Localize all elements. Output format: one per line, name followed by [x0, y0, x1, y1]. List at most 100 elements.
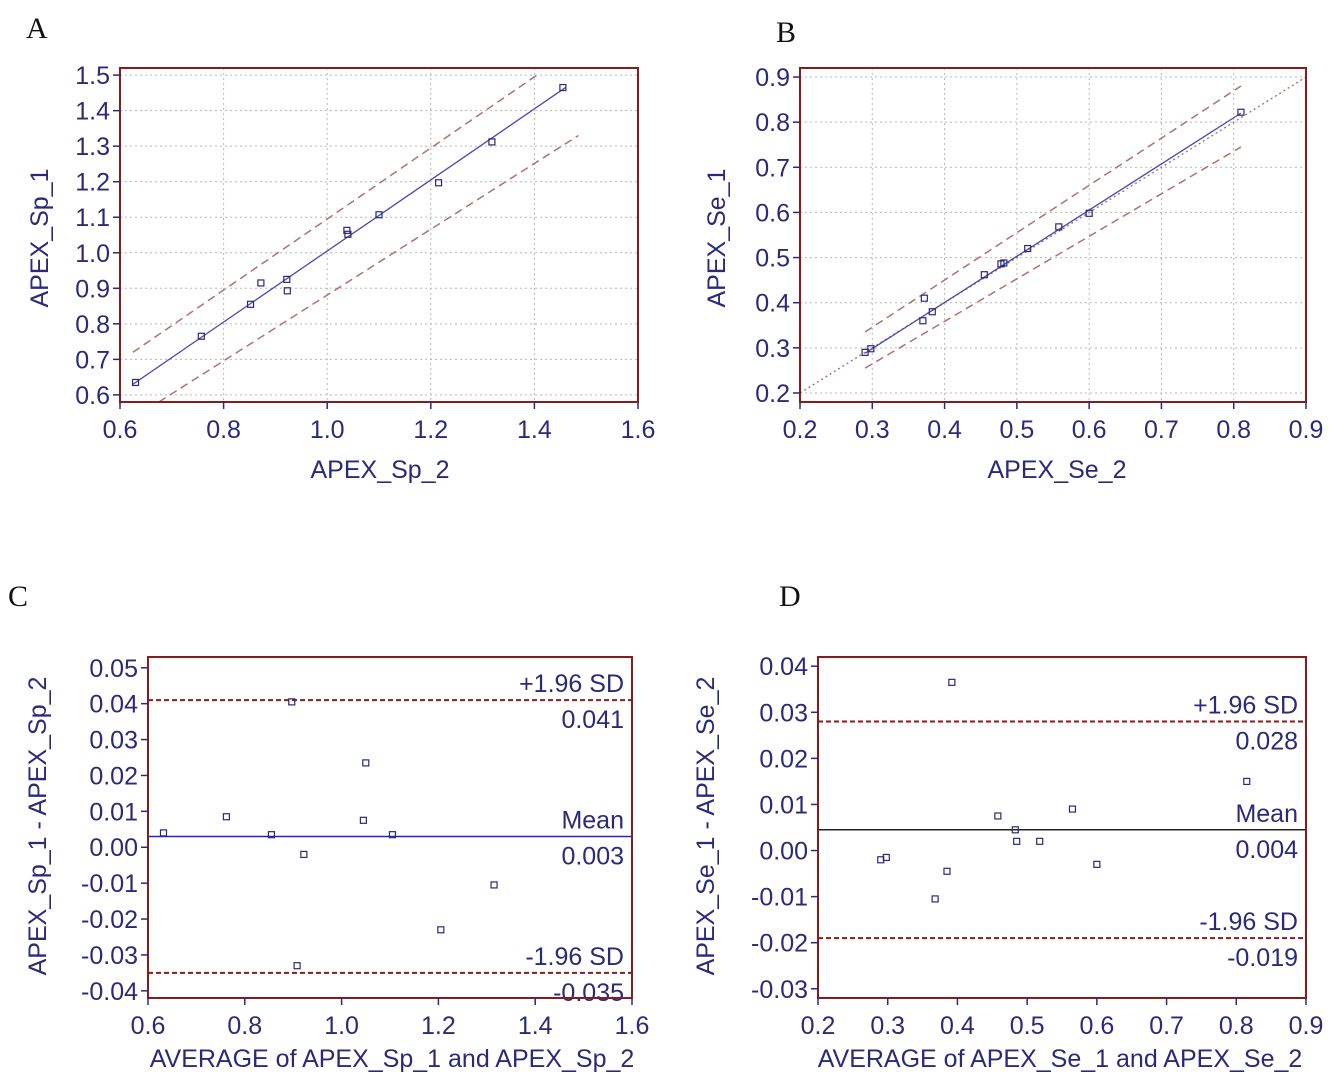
data-point: [920, 294, 928, 302]
data-point: [1024, 244, 1032, 253]
data-point: [283, 287, 291, 295]
data-point: [1085, 209, 1093, 217]
data-point: [559, 83, 567, 92]
upper-limit-value: 0.028: [1235, 728, 1298, 756]
lower-prediction-band: [158, 134, 579, 402]
lower-limit-label: -1.96 SD: [525, 943, 624, 971]
plot-lines: [818, 720, 1306, 940]
x-axis-title: AVERAGE of APEX_Se_1 and APEX_Se_2: [818, 1045, 1303, 1073]
y-tick-label: 0.9: [755, 64, 790, 92]
x-tick-label: 1.0: [324, 1012, 359, 1040]
y-tick-label: 0.05: [89, 655, 138, 683]
plot-lines: [132, 74, 579, 402]
x-tick-label: 0.8: [227, 1012, 262, 1040]
x-tick-label: 0.3: [870, 1012, 905, 1040]
plot-frame: [119, 67, 639, 403]
y-tick-label: 0.2: [755, 380, 790, 408]
x-tick-label: 0.8: [1219, 1012, 1254, 1040]
x-tick-label: 1.4: [518, 1012, 553, 1040]
y-tick-label: 0.02: [89, 762, 138, 790]
data-points: [861, 108, 1245, 356]
y-tick-label: 0.5: [755, 245, 790, 273]
y-tick-label: 0.04: [759, 653, 808, 681]
data-point: [882, 853, 890, 862]
mean-label: Mean: [561, 806, 624, 834]
data-point: [131, 378, 140, 387]
x-tick-label: 1.6: [621, 416, 656, 444]
plot-frame: [799, 67, 1307, 403]
data-point: [867, 345, 875, 353]
x-tick-label: 0.9: [1289, 416, 1324, 444]
plot-frame: [817, 656, 1307, 999]
y-tick-label: 0.6: [755, 199, 790, 227]
data-point: [197, 332, 205, 340]
y-tick-label: 0.7: [755, 154, 790, 182]
lower-limit-value: -0.019: [1227, 944, 1298, 972]
data-point: [1055, 223, 1063, 231]
regression-line: [132, 87, 566, 385]
data-point: [994, 812, 1002, 820]
y-axis-title: APEX_Se_1: [703, 169, 731, 308]
data-points: [877, 678, 1251, 903]
x-tick-label: 0.6: [1079, 1012, 1114, 1040]
y-axis-title: APEX_Sp_1 - APEX_Sp_2: [24, 677, 52, 976]
data-point: [222, 813, 231, 821]
data-points: [159, 698, 498, 970]
upper-limit-label: +1.96 SD: [1193, 692, 1298, 720]
data-point: [1036, 837, 1044, 845]
data-points: [131, 83, 567, 387]
y-tick-label: -0.03: [751, 976, 808, 1004]
data-point: [437, 926, 445, 934]
data-point: [488, 138, 496, 146]
data-point: [1237, 108, 1245, 116]
x-axis-title: AVERAGE of APEX_Sp_1 and APEX_Sp_2: [150, 1045, 635, 1073]
panel-letter: A: [26, 12, 48, 45]
data-point: [1093, 860, 1101, 868]
panel-letter: C: [8, 580, 28, 613]
x-tick-label: 1.2: [413, 416, 448, 444]
panel-b-scatter: B 0.2 0.3 0.4 0.5 0.6 0.7 0.8 0.9 0.2 0.3 0.4 0.5 0.6…: [703, 16, 1323, 484]
data-point: [288, 698, 296, 706]
lower-limit-label: -1.96 SD: [1199, 908, 1298, 936]
x-tick-label: 0.7: [1149, 1012, 1184, 1040]
y-tick-label: 0.02: [759, 745, 808, 773]
data-point: [928, 308, 936, 316]
data-point: [293, 962, 301, 970]
data-point: [919, 317, 927, 325]
panel-letter: D: [779, 580, 801, 613]
x-axis-title: APEX_Se_2: [988, 456, 1127, 484]
x-tick-label: 0.9: [1289, 1012, 1324, 1040]
data-point: [300, 850, 308, 859]
lower-prediction-band: [864, 146, 1242, 369]
y-tick-label: 0.04: [89, 691, 138, 719]
plot-lines: [800, 76, 1306, 394]
y-tick-label: 0.9: [75, 275, 110, 303]
x-tick-label: 1.4: [517, 416, 552, 444]
data-point: [257, 279, 265, 287]
x-tick-label: 0.8: [206, 416, 241, 444]
y-tick-label: -0.01: [81, 870, 138, 898]
x-tick-label: 0.8: [1216, 416, 1251, 444]
x-tick-label: 1.0: [310, 416, 345, 444]
x-tick-label: 0.2: [801, 1012, 836, 1040]
data-point: [375, 211, 383, 219]
upper-prediction-band: [132, 74, 538, 353]
x-tick-label: 0.6: [131, 1012, 166, 1040]
mean-value: 0.004: [1235, 836, 1298, 864]
data-point: [362, 759, 370, 767]
lower-limit-value: -0.035: [553, 979, 624, 1007]
data-point: [1068, 805, 1077, 813]
x-tick-label: 1.6: [615, 1012, 650, 1040]
panel-letter: B: [776, 16, 796, 49]
data-point: [948, 678, 956, 686]
y-tick-label: 1.4: [75, 98, 110, 126]
y-tick-label: 0.03: [759, 699, 808, 727]
y-tick-label: 0.3: [755, 335, 790, 363]
x-tick-label: 0.2: [783, 416, 818, 444]
data-point: [1013, 837, 1021, 845]
y-tick-label: 0.8: [755, 109, 790, 137]
y-tick-label: 0.01: [89, 798, 138, 826]
x-tick-label: 0.3: [855, 416, 890, 444]
data-point: [1011, 826, 1019, 834]
